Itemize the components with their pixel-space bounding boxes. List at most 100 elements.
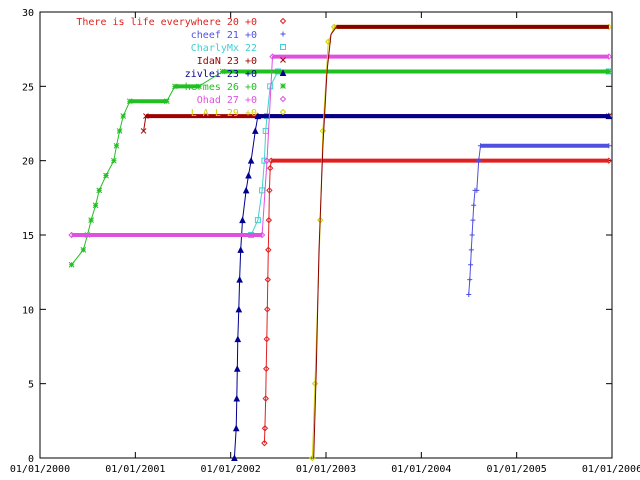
y-tick-label: 25 (22, 82, 34, 93)
data-point (474, 187, 480, 193)
data-point (140, 128, 147, 134)
legend-marker (280, 31, 286, 37)
legend-marker (279, 108, 287, 116)
data-point (262, 395, 269, 402)
series-line (468, 145, 609, 295)
y-tick-label: 5 (28, 380, 34, 391)
legend-marker (280, 83, 286, 89)
data-point (234, 335, 242, 343)
series-0 (261, 157, 613, 447)
legend-marker (280, 57, 286, 63)
data-point (467, 277, 473, 283)
series-1 (466, 143, 612, 297)
data-point (279, 95, 287, 103)
data-point (468, 262, 474, 268)
series-5 (68, 68, 612, 268)
x-tick-label: 01/01/2003 (296, 464, 356, 475)
data-point (126, 98, 133, 105)
legend-marker (280, 44, 286, 50)
y-tick-label: 15 (22, 231, 34, 242)
data-point (261, 425, 269, 432)
data-point (236, 275, 243, 283)
y-tick-label: 0 (28, 454, 34, 465)
x-tick-label: 01/01/2004 (391, 464, 451, 475)
x-tick-label: 01/01/2005 (487, 464, 547, 475)
data-point (239, 216, 246, 224)
legend-marker (279, 17, 287, 25)
x-tick-label: 01/01/2002 (201, 464, 261, 475)
data-point (265, 216, 273, 224)
data-point (470, 217, 476, 223)
y-tick-label: 20 (22, 157, 34, 168)
data-point (319, 127, 327, 135)
data-point (476, 158, 482, 164)
series-4 (231, 112, 613, 461)
legend-label: There is life everywhere 20 +0 (76, 17, 257, 28)
data-point (267, 83, 274, 90)
data-point (254, 217, 261, 224)
data-point (263, 335, 270, 343)
data-point (172, 83, 178, 90)
data-point (266, 164, 274, 172)
data-point (466, 291, 472, 297)
data-point (605, 157, 613, 164)
data-point (263, 157, 271, 164)
data-point (163, 98, 170, 105)
data-point (68, 231, 75, 239)
data-point (605, 53, 613, 60)
legend-label: Ohad 27 +0 (197, 95, 257, 106)
data-point (258, 231, 266, 239)
data-point (247, 157, 255, 164)
series-line (233, 115, 609, 459)
data-point (468, 247, 474, 253)
data-point (477, 143, 483, 149)
data-point (261, 439, 268, 447)
data-point (469, 232, 475, 238)
data-point (242, 186, 250, 194)
legend-label: zivlei 23 +0 (185, 69, 257, 80)
data-point (103, 172, 109, 179)
data-point (279, 108, 287, 116)
x-tick-label: 01/01/2001 (105, 464, 165, 475)
data-point (113, 142, 120, 149)
data-point (80, 247, 87, 253)
series-line (250, 71, 609, 236)
legend-label: cheef 21 +0 (191, 30, 257, 41)
data-point (264, 306, 271, 313)
series-line (311, 26, 609, 459)
legend-marker (279, 69, 287, 76)
data-point (235, 305, 243, 313)
legend-label: hermes 26 +0 (185, 82, 257, 93)
data-point (251, 127, 259, 134)
y-tick-label: 30 (22, 8, 34, 19)
data-point (280, 31, 286, 37)
y-tick-label: 10 (22, 305, 34, 316)
data-point (92, 202, 99, 209)
legend-label: L A L 29 +0 (191, 108, 257, 119)
data-point (311, 380, 319, 387)
data-point (269, 53, 276, 60)
data-point (280, 83, 286, 89)
data-point (279, 69, 287, 76)
data-point (606, 143, 612, 149)
series-line (71, 56, 609, 236)
data-point (196, 83, 202, 90)
axis-ticks: 0 5 10 15 20 25 30 01/01/2000 01/01/2001 01/01/20… (10, 8, 640, 475)
data-point (280, 44, 286, 50)
series-8 (313, 24, 609, 459)
series-line (313, 26, 609, 459)
data-point (68, 261, 75, 268)
data-point (280, 57, 286, 63)
legend-label: CharlyMx 22 (191, 43, 257, 54)
data-point (88, 217, 94, 223)
data-point (264, 276, 272, 283)
x-tick-label: 01/01/2000 (10, 464, 70, 475)
data-point (120, 113, 127, 119)
data-point (231, 454, 238, 461)
data-point (143, 113, 149, 119)
legend-label: IdaN 23 +0 (197, 56, 257, 67)
series-layer (68, 23, 613, 462)
data-point (266, 187, 273, 194)
data-point (96, 187, 103, 194)
